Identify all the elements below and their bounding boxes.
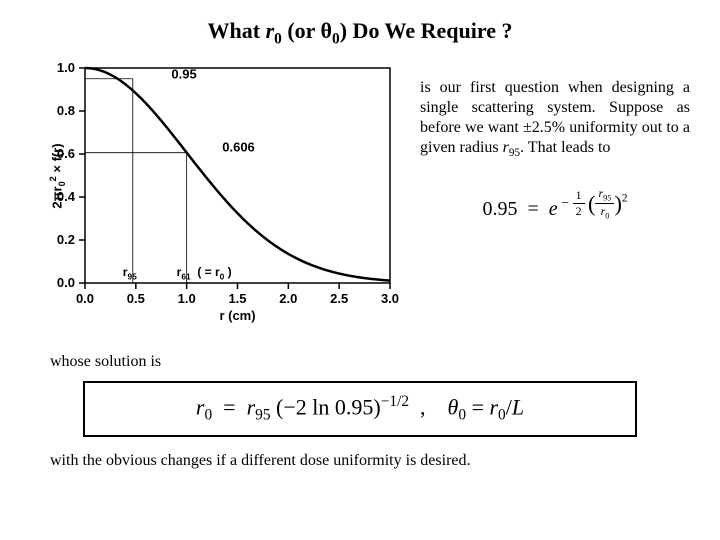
content-row: 0.00.51.01.52.02.53.00.00.20.40.60.81.0r… xyxy=(0,58,720,338)
page-title: What r0 (or θ0) Do We Require ? xyxy=(0,0,720,58)
svg-text:1.0: 1.0 xyxy=(57,60,75,75)
intro-paragraph: is our first question when designing a s… xyxy=(400,58,690,338)
svg-text:0.5: 0.5 xyxy=(127,291,145,306)
svg-text:1.5: 1.5 xyxy=(228,291,246,306)
whose-solution-text: whose solution is xyxy=(0,338,720,376)
svg-text:2.0: 2.0 xyxy=(279,291,297,306)
svg-text:0.606: 0.606 xyxy=(222,140,255,155)
equation-exponential: 0.95 = e − 12 (r95r0)2 xyxy=(420,186,690,223)
gaussian-chart: 0.00.51.01.52.02.53.00.00.20.40.60.81.0r… xyxy=(30,58,400,338)
svg-text:r (cm): r (cm) xyxy=(219,308,255,323)
svg-text:1.0: 1.0 xyxy=(178,291,196,306)
svg-text:0.2: 0.2 xyxy=(57,232,75,247)
svg-text:0.0: 0.0 xyxy=(57,275,75,290)
svg-text:3.0: 3.0 xyxy=(381,291,399,306)
svg-text:2.5: 2.5 xyxy=(330,291,348,306)
paragraph-text: is our first question when designing a s… xyxy=(420,78,690,160)
svg-text:0.8: 0.8 xyxy=(57,103,75,118)
final-text: with the obvious changes if a different … xyxy=(0,447,720,470)
svg-text:0.95: 0.95 xyxy=(171,67,196,82)
svg-text:0.0: 0.0 xyxy=(76,291,94,306)
boxed-equation: r0 = r95 (−2 ln 0.95)−1/2 , θ0 = r0/L xyxy=(83,381,637,437)
